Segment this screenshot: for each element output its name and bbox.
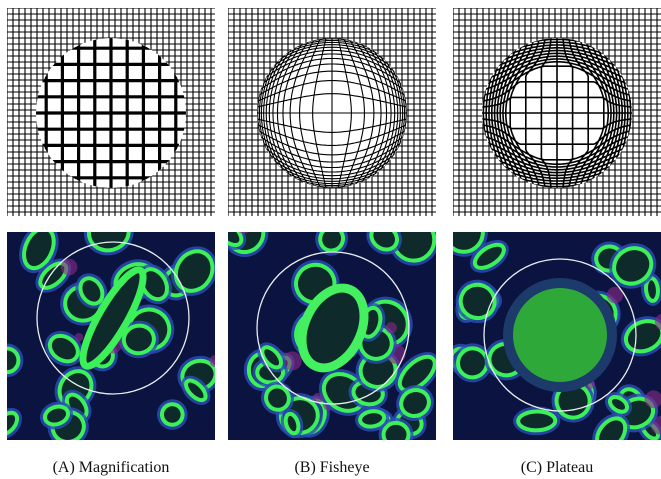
cell bbox=[518, 411, 555, 430]
stain bbox=[235, 216, 252, 233]
figure: (A) Magnification (B) Fisheye (C) Platea… bbox=[0, 0, 661, 479]
stain bbox=[386, 322, 397, 333]
magnified-cell bbox=[508, 283, 612, 387]
tissue-panel bbox=[205, 202, 447, 452]
caption: (A) Magnification bbox=[53, 459, 170, 476]
stain bbox=[392, 220, 403, 231]
stain bbox=[210, 355, 222, 367]
cell bbox=[212, 217, 245, 249]
caption: (C) Plateau bbox=[521, 459, 593, 476]
grid-panel bbox=[228, 8, 436, 216]
stain bbox=[75, 333, 84, 342]
panels bbox=[0, 0, 661, 462]
cell bbox=[383, 422, 409, 447]
tissue-panel bbox=[437, 205, 661, 462]
tissue-panel bbox=[0, 205, 227, 453]
cell bbox=[0, 348, 19, 372]
caption: (B) Fisheye bbox=[294, 459, 369, 476]
grid-panel bbox=[453, 8, 661, 216]
